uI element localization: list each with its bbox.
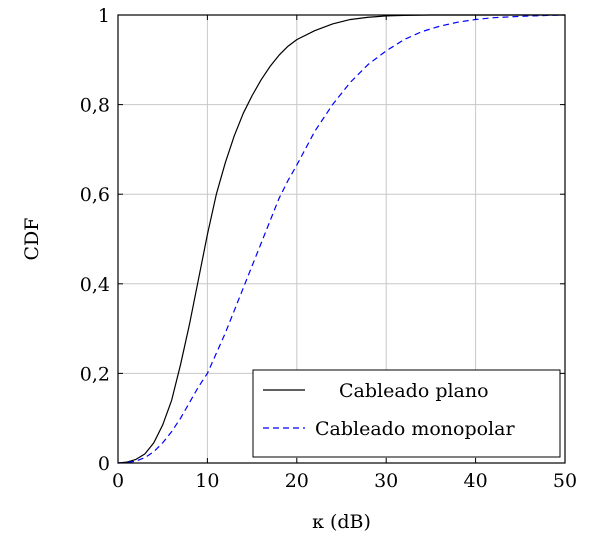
x-tick-label: 20 xyxy=(285,470,309,492)
series-line-1 xyxy=(117,14,566,464)
tick-marks xyxy=(117,14,566,464)
y-tick-label: 0,4 xyxy=(80,274,110,296)
y-tick-label: 0,2 xyxy=(80,363,110,385)
x-tick-label: 10 xyxy=(195,470,219,492)
y-tick-label: 0,6 xyxy=(80,184,110,206)
plot-frame xyxy=(117,14,566,464)
y-tick-labels: 0 0,2 0,4 0,6 0,8 1 xyxy=(80,5,110,475)
y-tick-label: 0 xyxy=(98,453,110,475)
x-axis-label: κ (dB) xyxy=(312,511,371,533)
legend-label-cableado-plano: Cableado plano xyxy=(339,380,489,402)
legend: Cableado plano Cableado monopolar xyxy=(252,369,561,458)
x-tick-label: 30 xyxy=(374,470,398,492)
y-axis-label: CDF xyxy=(21,218,43,261)
legend-box xyxy=(252,369,561,458)
x-tick-label: 40 xyxy=(464,470,488,492)
y-tick-label: 1 xyxy=(98,5,110,27)
x-tick-label: 0 xyxy=(112,470,124,492)
x-tick-label: 50 xyxy=(553,470,577,492)
x-tick-labels: 0 10 20 30 40 50 xyxy=(112,470,577,492)
y-tick-label: 0,8 xyxy=(80,95,110,117)
legend-label-cableado-monopolar: Cableado monopolar xyxy=(315,418,515,440)
